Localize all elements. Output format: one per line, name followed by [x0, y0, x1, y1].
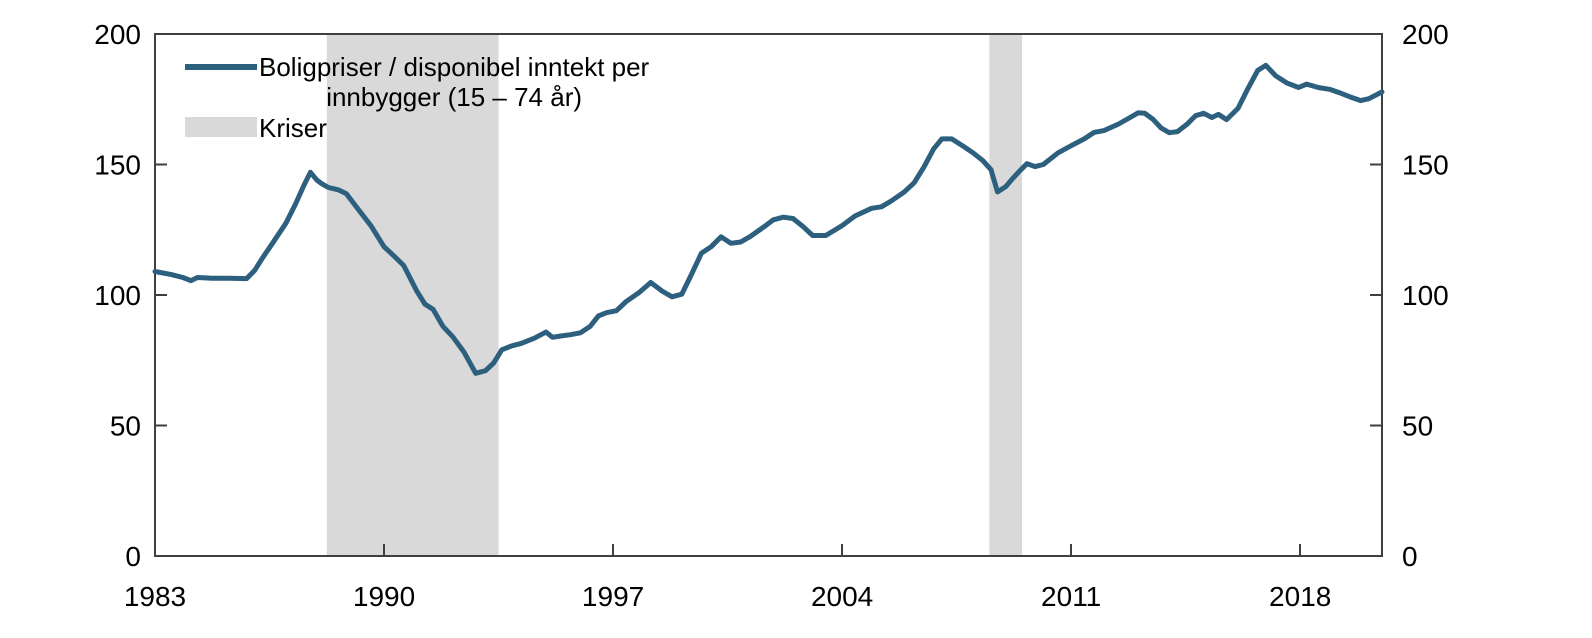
- series-line-swatch: [185, 64, 257, 70]
- kriser-band-swatch: [185, 117, 257, 137]
- y-tick-label-right: 100: [1402, 280, 1449, 311]
- legend-kriser-label: Kriser: [259, 113, 327, 143]
- y-tick-label-right: 0: [1402, 541, 1418, 572]
- series-line: [152, 62, 1385, 376]
- crisis-band: [989, 34, 1023, 556]
- crisis-band: [326, 34, 499, 556]
- y-tick-label-right: 200: [1402, 19, 1449, 50]
- legend-series-label: Boligpriser / disponibel inntekt per inn…: [259, 52, 649, 112]
- y-tick-label-left: 0: [125, 541, 141, 572]
- x-tick-label: 1997: [582, 581, 644, 612]
- legend-series-label-line2: innbygger (15 – 74 år): [326, 82, 583, 112]
- legend-series-label-line1: Boligpriser / disponibel inntekt per: [259, 52, 650, 82]
- chart-legend: Boligpriser / disponibel inntekt per inn…: [185, 52, 649, 143]
- y-tick-label-left: 50: [110, 411, 141, 442]
- x-tick-label: 1983: [124, 581, 186, 612]
- x-tick-label: 1990: [353, 581, 415, 612]
- y-tick-label-left: 150: [94, 150, 141, 181]
- x-tick-label: 2004: [811, 581, 873, 612]
- legend-series-row: Boligpriser / disponibel inntekt per inn…: [185, 52, 649, 112]
- y-tick-label-left: 100: [94, 280, 141, 311]
- y-tick-label-right: 50: [1402, 411, 1433, 442]
- y-tick-label-left: 200: [94, 19, 141, 50]
- y-tick-label-right: 150: [1402, 150, 1449, 181]
- legend-kriser-row: Kriser: [185, 113, 649, 143]
- x-tick-label: 2011: [1041, 581, 1101, 612]
- x-tick-label: 2018: [1269, 581, 1331, 612]
